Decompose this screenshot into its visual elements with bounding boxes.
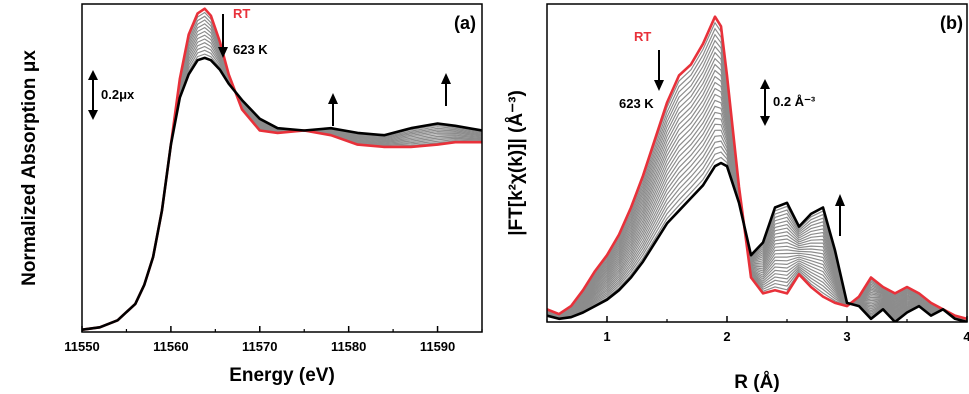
panel-a-intermediate-line: [82, 15, 482, 331]
panel-b-rt-line: [547, 15, 967, 321]
panel-b-y-axis-title: |FT[k²χ(k)]| (Å⁻³): [506, 90, 527, 236]
panel-b-scale-label: 0.2 Å⁻³: [773, 94, 816, 109]
panel-b-x-ticks: 1 2 3 4: [546, 316, 969, 344]
panel-a-x-tick-label: 11550: [64, 339, 99, 354]
panel-a-scale-arrow-bottom: [88, 110, 98, 120]
panel-a-623k-line: [82, 56, 482, 331]
panel-b-623k-line: [547, 161, 967, 322]
panel-b-curves: [547, 15, 967, 322]
panel-b-intermediate-line: [547, 151, 967, 322]
panel-b-intermediate-line: [547, 117, 967, 322]
panel-a-x-tick-label: 11580: [331, 339, 366, 354]
panel-b-x-tick-label: 3: [843, 329, 850, 344]
panel-a-x-axis-title: Energy (eV): [229, 365, 335, 386]
panel-a-up-arrow-2-head: [441, 73, 451, 84]
panel-a-x-tick-label: 11590: [420, 339, 455, 354]
panel-a-rt-line: [82, 7, 482, 331]
panel-a-intermediate-line: [82, 34, 482, 331]
panel-a-x-tick-label: 11570: [242, 339, 277, 354]
panel-a-xanes: 11550 11560 11570 11580 11590 (a) Energy (eV…: [19, 3, 483, 386]
panel-b-up-arrow-head: [835, 194, 845, 206]
panel-b-label: (b): [940, 13, 963, 33]
panel-a-intermediate-line: [82, 23, 482, 331]
panel-b-intermediate-line: [547, 105, 967, 322]
panel-a-frame: [81, 3, 483, 333]
panel-b-x-tick-label: 2: [723, 329, 730, 344]
panel-a-intermediate-line: [82, 30, 482, 331]
panel-b-intermediate-line: [547, 135, 967, 322]
panel-b-frame: [546, 3, 968, 323]
panel-a-x-ticks: 11550 11560 11570 11580 11590: [64, 326, 483, 354]
panel-a-y-axis-title: Normalized Absorption μx: [19, 50, 40, 286]
panel-b-623k-label: 623 K: [619, 96, 654, 111]
panel-b-x-axis-title: R (Å): [734, 372, 779, 393]
panel-a-intermediate-line: [82, 42, 482, 331]
panel-a-scale-label: 0.2μx: [101, 87, 135, 102]
panel-a-label: (a): [454, 13, 476, 33]
panel-a-intermediate-line: [82, 26, 482, 331]
panel-a-x-tick-label: 11560: [153, 339, 188, 354]
panel-a-623k-label: 623 K: [233, 42, 268, 57]
panel-a-rt-label: RT: [233, 6, 250, 21]
panel-b-down-arrow-head: [654, 80, 664, 91]
panel-b-x-tick-label: 4: [963, 329, 969, 344]
panel-b-scale-arrow-bottom: [760, 116, 770, 126]
panel-b-ft-exafs: 1 2 3 4 (b) R (Å) |FT[k²χ(k)]| (Å⁻³) RT 623…: [506, 3, 969, 393]
panel-b-scale-arrow-top: [760, 79, 770, 89]
panel-a-curves: [82, 7, 482, 331]
panel-a-up-arrow-1-head: [328, 93, 338, 104]
panel-a-intermediate-line: [82, 11, 482, 331]
panel-b-intermediate-line: [547, 145, 967, 322]
panel-b-intermediate-line: [547, 87, 967, 321]
panel-a-scale-arrow-top: [88, 70, 98, 80]
panel-a-down-arrow-head: [218, 47, 228, 58]
panel-b-intermediate-line: [547, 123, 967, 322]
panel-b-x-tick-label: 1: [603, 329, 610, 344]
panel-a-intermediate-line: [82, 38, 482, 331]
panel-a-intermediate-line: [82, 19, 482, 331]
panel-b-intermediate-line: [547, 140, 967, 322]
panel-b-intermediate-line: [547, 111, 967, 322]
panel-b-rt-label: RT: [634, 29, 651, 44]
panel-b-intermediate-line: [547, 93, 967, 322]
panel-b-intermediate-line: [547, 129, 967, 322]
panel-b-intermediate-line: [547, 99, 967, 322]
